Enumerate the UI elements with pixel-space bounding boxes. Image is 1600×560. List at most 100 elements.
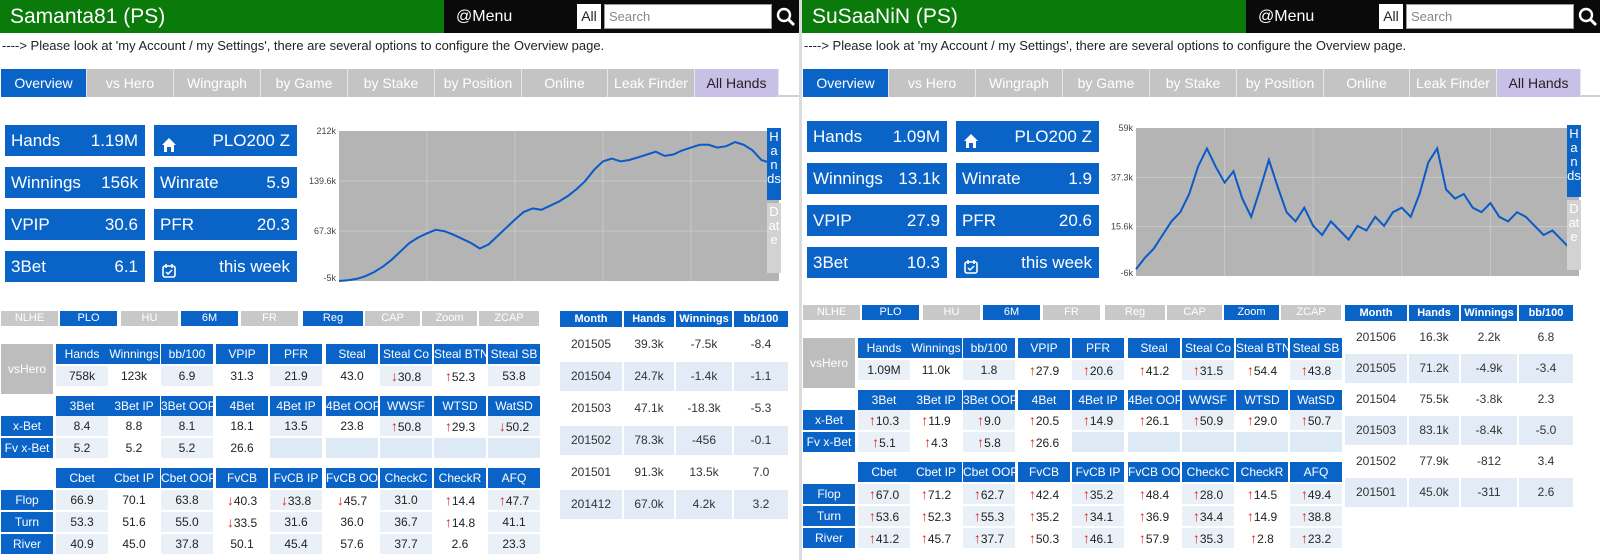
- all-filter-button[interactable]: All: [577, 4, 601, 29]
- tab-wingraph[interactable]: Wingraph: [174, 69, 261, 97]
- chart-y-tick-label: -5k: [323, 273, 336, 283]
- filter-zcap[interactable]: ZCAP: [479, 311, 539, 326]
- row-label-river: River: [1, 534, 53, 554]
- table-cell: ↑14.9: [1072, 410, 1124, 430]
- month-cell[interactable]: 201505: [1345, 354, 1407, 383]
- column-header: WTSD: [434, 396, 486, 416]
- month-cell[interactable]: 201501: [560, 458, 622, 487]
- date-axis-toggle[interactable]: Date: [767, 203, 781, 273]
- stat-threebet: 3Bet 6.1: [5, 251, 145, 282]
- tab-by-position[interactable]: by Position: [435, 69, 522, 97]
- tab-by-game[interactable]: by Game: [261, 69, 348, 97]
- filter-fr[interactable]: FR: [241, 311, 298, 326]
- cell-value: 11.9: [928, 414, 951, 428]
- tab-overview[interactable]: Overview: [803, 69, 889, 97]
- player-name[interactable]: SuSaaNiN (PS): [802, 0, 1246, 33]
- month-cell[interactable]: 201412: [560, 490, 622, 519]
- cell-value: 23.8: [340, 419, 364, 433]
- column-header: 3Bet: [56, 396, 108, 416]
- all-filter-button[interactable]: All: [1379, 4, 1403, 29]
- hands-axis-toggle[interactable]: Hands: [1567, 125, 1581, 197]
- month-cell: -0.1: [734, 426, 788, 455]
- tab-overview[interactable]: Overview: [1, 69, 87, 97]
- column-header: VPIP: [216, 344, 268, 364]
- tab-leak-finder[interactable]: Leak Finder: [1410, 69, 1497, 97]
- column-header: WatSD: [488, 396, 540, 416]
- month-cell[interactable]: 201504: [560, 362, 622, 391]
- table-cell: ↑67.0: [858, 484, 910, 504]
- stat-stake[interactable]: PLO200 Z: [154, 125, 297, 156]
- tab-all-hands[interactable]: All Hands: [1497, 69, 1581, 97]
- arrow-up-icon: ↑: [1028, 362, 1036, 378]
- cell-value: 28.0: [1199, 488, 1224, 502]
- stat-period[interactable]: this week: [154, 251, 297, 282]
- player-name[interactable]: Samanta81 (PS): [0, 0, 444, 33]
- tab-by-game[interactable]: by Game: [1063, 69, 1150, 97]
- date-axis-toggle[interactable]: Date: [1567, 200, 1581, 270]
- filter-reg[interactable]: Reg: [303, 311, 363, 326]
- cell-value: 1.09M: [867, 363, 901, 377]
- filter-plo[interactable]: PLO: [60, 311, 117, 326]
- cell-value: 20.5: [1035, 414, 1060, 428]
- tab-vs-hero[interactable]: vs Hero: [87, 69, 174, 97]
- cell-value: 37.7: [394, 537, 418, 551]
- filter-fr[interactable]: FR: [1043, 305, 1100, 320]
- filter-nlhe[interactable]: NLHE: [1, 311, 58, 326]
- month-cell: 7.0: [734, 458, 788, 487]
- filter-zoom[interactable]: Zoom: [422, 311, 477, 326]
- table-cell: 2.6: [434, 534, 486, 554]
- filter-cap[interactable]: CAP: [1167, 305, 1222, 320]
- search-icon[interactable]: [775, 4, 797, 29]
- tab-all-hands[interactable]: All Hands: [695, 69, 779, 97]
- home-icon: [963, 128, 979, 148]
- cell-value: 49.4: [1307, 488, 1332, 502]
- cell-value: 37.8: [175, 537, 199, 551]
- stat-value: 27.9: [906, 211, 940, 230]
- search-icon[interactable]: [1577, 4, 1599, 29]
- stat-pfr: PFR 20.6: [956, 205, 1099, 236]
- month-cell[interactable]: 201501: [1345, 478, 1407, 507]
- filter-zoom[interactable]: Zoom: [1224, 305, 1279, 320]
- search-input[interactable]: Search: [1406, 4, 1574, 29]
- column-header: bb/100: [161, 344, 213, 364]
- filter-hu[interactable]: HU: [121, 311, 178, 326]
- filter-reg[interactable]: Reg: [1105, 305, 1165, 320]
- table-cell: [1072, 432, 1124, 452]
- stat-stake[interactable]: PLO200 Z: [956, 121, 1099, 152]
- tab-online[interactable]: Online: [1324, 69, 1410, 97]
- tab-by-stake[interactable]: by Stake: [348, 69, 435, 97]
- tab-by-stake[interactable]: by Stake: [1150, 69, 1237, 97]
- filter-plo[interactable]: PLO: [862, 305, 919, 320]
- tab-by-position[interactable]: by Position: [1237, 69, 1324, 97]
- filter-cap[interactable]: CAP: [365, 311, 420, 326]
- month-cell[interactable]: 201506: [1345, 323, 1407, 352]
- filter-hu[interactable]: HU: [923, 305, 980, 320]
- month-cell[interactable]: 201504: [1345, 385, 1407, 414]
- tab-online[interactable]: Online: [522, 69, 608, 97]
- filter-6m[interactable]: 6M: [181, 311, 238, 326]
- tab-leak-finder[interactable]: Leak Finder: [608, 69, 695, 97]
- arrow-down-icon: ↓: [226, 514, 234, 530]
- filter-6m[interactable]: 6M: [983, 305, 1040, 320]
- stat-period[interactable]: this week: [956, 247, 1099, 278]
- month-cell: -5.0: [1519, 416, 1573, 445]
- filter-zcap[interactable]: ZCAP: [1281, 305, 1341, 320]
- month-cell[interactable]: 201505: [560, 330, 622, 359]
- cell-value: 40.9: [70, 537, 94, 551]
- month-cell[interactable]: 201502: [1345, 447, 1407, 476]
- month-cell[interactable]: 201503: [1345, 416, 1407, 445]
- tab-vs-hero[interactable]: vs Hero: [889, 69, 976, 97]
- tab-wingraph[interactable]: Wingraph: [976, 69, 1063, 97]
- month-cell[interactable]: 201503: [560, 394, 622, 423]
- menu-button[interactable]: @Menu: [456, 8, 513, 25]
- hands-axis-toggle[interactable]: Hands: [767, 128, 781, 200]
- month-cell[interactable]: 201502: [560, 426, 622, 455]
- cell-value: 31.6: [284, 515, 308, 529]
- search-input[interactable]: Search: [604, 4, 772, 29]
- cell-value: 8.8: [125, 419, 143, 433]
- filter-nlhe[interactable]: NLHE: [803, 305, 860, 320]
- menu-button[interactable]: @Menu: [1258, 8, 1315, 25]
- cell-value: 31.0: [394, 493, 418, 507]
- cell-value: 43.0: [340, 369, 364, 383]
- cell-value: 758k: [68, 369, 96, 383]
